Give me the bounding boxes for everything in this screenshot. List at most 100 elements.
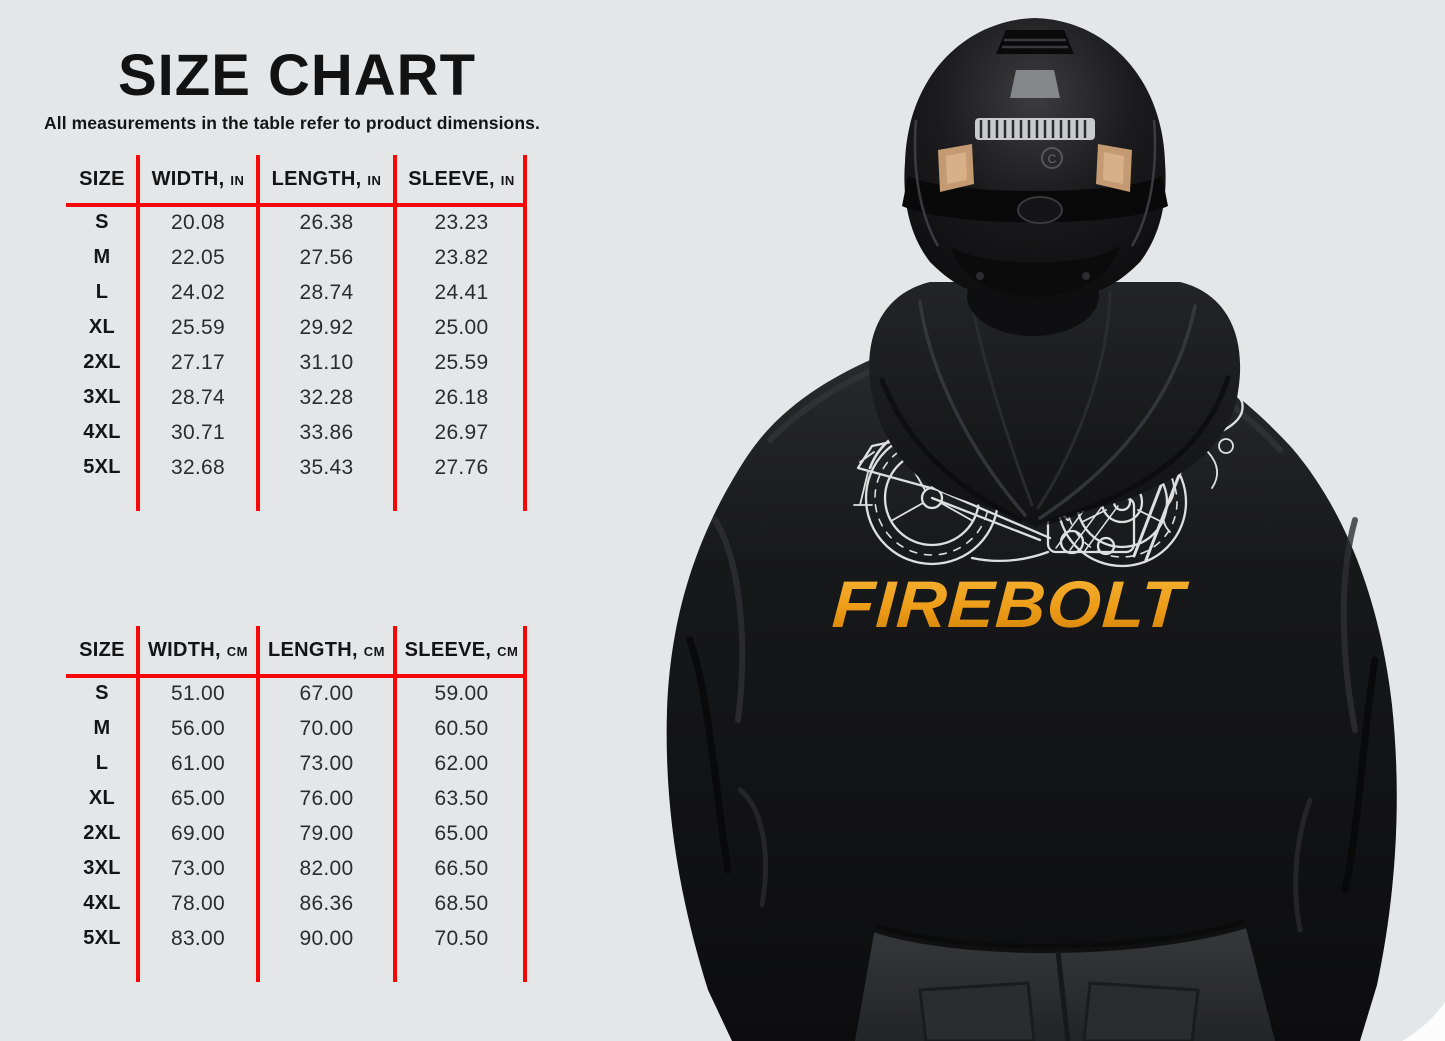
length-cell: 86.36	[299, 891, 354, 915]
size-cell: S	[95, 211, 109, 233]
helmet-emblem-letter: C	[1048, 152, 1057, 166]
sleeve-cell: 26.97	[434, 420, 489, 444]
width-cell: 83.00	[170, 926, 226, 950]
column-header: LENGTH, CM	[258, 639, 395, 662]
size-cell: L	[95, 752, 109, 774]
size-cell: L	[95, 281, 109, 303]
table-grid-line-vertical	[136, 155, 140, 511]
length-cell: 90.00	[299, 926, 354, 950]
sleeve-cell: 23.82	[434, 245, 489, 269]
width-cell: 20.08	[170, 210, 226, 234]
column-header-label: LENGTH,	[268, 638, 358, 661]
table-body: S 20.08 26.38 23.23 M 22.05 27.56 23.82 L 24.02 28…	[66, 205, 528, 485]
table-grid-line-vertical	[393, 626, 397, 982]
column-header-label: WIDTH,	[151, 167, 225, 190]
helmet-vent-slats	[1002, 38, 1068, 49]
size-row-L: L 61.00 73.00 62.00	[66, 746, 528, 781]
sleeve-cell: 26.18	[434, 385, 489, 409]
column-header: WIDTH, CM	[138, 639, 258, 662]
sleeve-cell: 62.00	[434, 751, 489, 775]
size-cell: 3XL	[83, 857, 121, 879]
helmet-highlight-right	[1130, 119, 1157, 247]
helmet-chin-section	[950, 246, 1120, 297]
helmet-slat-strip	[975, 118, 1095, 140]
jeans	[855, 919, 1275, 1041]
column-header: SLEEVE, CM	[395, 639, 528, 662]
width-cell: 25.59	[170, 315, 226, 339]
size-cell: M	[93, 246, 111, 268]
sleeve-cell: 59.00	[434, 681, 489, 705]
size-row-3XL: 3XL 28.74 32.28 26.18	[66, 380, 528, 415]
column-header: SIZE	[66, 168, 138, 191]
page-subtitle: All measurements in the table refer to p…	[44, 113, 540, 133]
table-header-row: SIZE WIDTH, CM LENGTH, CM SLEEVE, CM	[66, 624, 528, 676]
sleeve-cell: 24.41	[434, 280, 489, 304]
column-header: LENGTH, IN	[258, 168, 395, 191]
size-row-3XL: 3XL 73.00 82.00 66.50	[66, 851, 528, 886]
column-header-label: SLEEVE,	[404, 638, 492, 661]
jeans-pocket-right	[1082, 981, 1200, 1041]
sleeve-cell: 65.00	[434, 821, 489, 845]
size-cell: XL	[88, 787, 116, 809]
jeans-pocket-left	[918, 981, 1036, 1041]
size-cell: M	[93, 717, 111, 739]
column-header-unit: IN	[500, 172, 515, 188]
size-row-S: S 51.00 67.00 59.00	[66, 676, 528, 711]
size-cell: 5XL	[83, 927, 121, 949]
width-cell: 32.68	[170, 455, 226, 479]
table-header-underline	[66, 674, 527, 678]
width-cell: 27.17	[170, 350, 226, 374]
column-header-unit: CM	[226, 643, 248, 659]
column-header-unit: IN	[230, 172, 245, 188]
sleeve-cell: 66.50	[434, 856, 489, 880]
width-cell: 69.00	[170, 821, 226, 845]
size-row-XL: XL 25.59 29.92 25.00	[66, 310, 528, 345]
width-cell: 28.74	[170, 385, 226, 409]
product-photo: FIREBOLT	[666, 18, 1445, 1041]
size-table-inches: SIZE WIDTH, IN LENGTH, IN SLEEVE, IN S 20.0…	[66, 153, 528, 511]
size-chart-panel: SIZE CHART All measurements in the table…	[0, 0, 648, 1041]
sleeve-cell: 70.50	[434, 926, 489, 950]
sleeve-cell: 60.50	[434, 716, 489, 740]
table-grid-line-vertical	[256, 626, 260, 982]
sleeve-cell: 25.00	[434, 315, 489, 339]
sleeve-cell: 63.50	[434, 786, 489, 810]
length-cell: 29.92	[299, 315, 354, 339]
size-cell: XL	[88, 316, 116, 338]
length-cell: 73.00	[299, 751, 354, 775]
length-cell: 79.00	[299, 821, 354, 845]
width-cell: 65.00	[170, 786, 226, 810]
size-row-5XL: 5XL 32.68 35.43 27.76	[66, 450, 528, 485]
firebolt-print-text: FIREBOLT	[830, 567, 1190, 641]
size-row-M: M 56.00 70.00 60.50	[66, 711, 528, 746]
table-body: S 51.00 67.00 59.00 M 56.00 70.00 60.50 L 61.00 73…	[66, 676, 528, 956]
length-cell: 82.00	[299, 856, 354, 880]
size-table-centimeters: SIZE WIDTH, CM LENGTH, CM SLEEVE, CM S 51.0…	[66, 624, 528, 982]
width-cell: 51.00	[170, 681, 226, 705]
length-cell: 76.00	[299, 786, 354, 810]
column-header-label: WIDTH,	[148, 638, 221, 661]
length-cell: 26.38	[299, 210, 354, 234]
jeans-center-seam	[1055, 951, 1071, 1041]
sleeve-cell: 23.23	[434, 210, 489, 234]
helmet-top-vent	[996, 30, 1074, 54]
size-row-2XL: 2XL 27.17 31.10 25.59	[66, 345, 528, 380]
sleeve-cell: 68.50	[434, 891, 489, 915]
width-cell: 73.00	[170, 856, 226, 880]
length-cell: 27.56	[299, 245, 354, 269]
column-header-label: SLEEVE,	[408, 167, 495, 190]
column-header-unit: IN	[367, 172, 382, 188]
table-grid-line-vertical	[393, 155, 397, 511]
size-cell: 4XL	[83, 892, 121, 914]
column-header: WIDTH, IN	[138, 168, 258, 191]
width-cell: 30.71	[170, 420, 226, 444]
corner-curl	[1402, 1002, 1445, 1041]
length-cell: 32.28	[299, 385, 354, 409]
width-cell: 78.00	[170, 891, 226, 915]
helmet-tan-patch-right-inner	[1103, 152, 1124, 184]
size-row-5XL: 5XL 83.00 90.00 70.50	[66, 921, 528, 956]
column-header-unit: CM	[497, 643, 519, 659]
width-cell: 24.02	[170, 280, 226, 304]
hood	[869, 282, 1241, 528]
